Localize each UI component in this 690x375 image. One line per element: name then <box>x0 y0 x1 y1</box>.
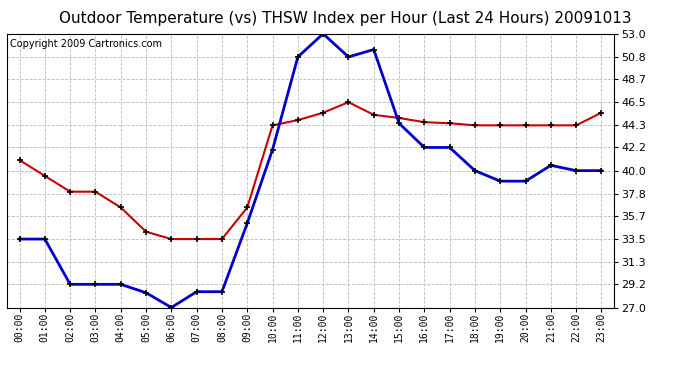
Text: Copyright 2009 Cartronics.com: Copyright 2009 Cartronics.com <box>10 39 162 49</box>
Text: Outdoor Temperature (vs) THSW Index per Hour (Last 24 Hours) 20091013: Outdoor Temperature (vs) THSW Index per … <box>59 11 631 26</box>
